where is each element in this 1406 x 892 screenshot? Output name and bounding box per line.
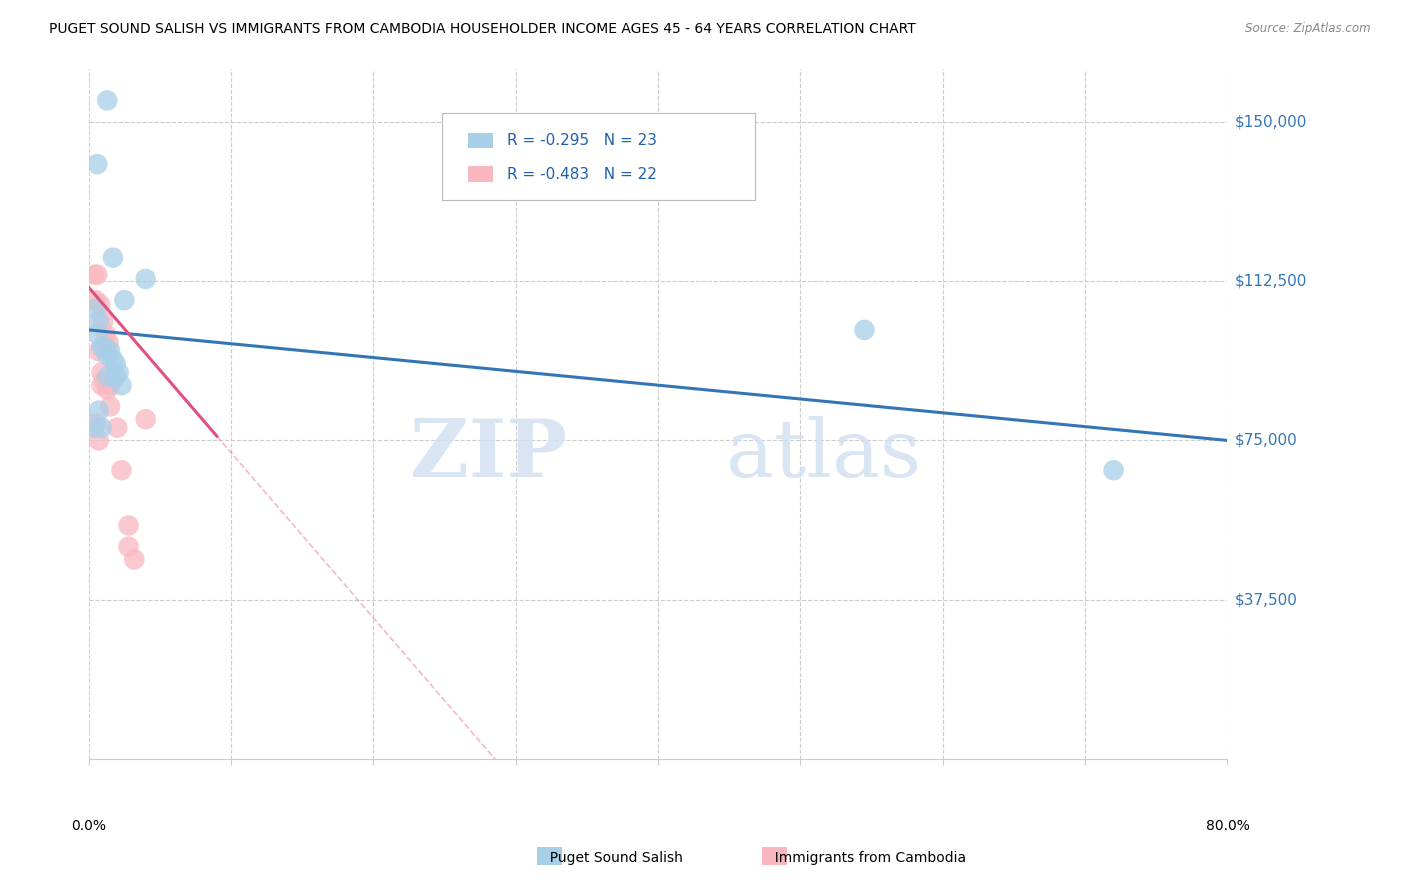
Text: R = -0.295   N = 23: R = -0.295 N = 23 xyxy=(506,133,657,148)
Text: $37,500: $37,500 xyxy=(1234,592,1298,607)
Point xyxy=(93,374,115,388)
Point xyxy=(84,417,107,431)
Text: Puget Sound Salish: Puget Sound Salish xyxy=(541,851,683,865)
Point xyxy=(101,251,124,265)
Point xyxy=(107,366,129,380)
Text: $150,000: $150,000 xyxy=(1234,114,1308,129)
Point xyxy=(110,378,132,392)
Text: atlas: atlas xyxy=(727,417,921,494)
Point xyxy=(86,268,108,282)
Point xyxy=(98,344,121,359)
Point xyxy=(1102,463,1125,477)
Point xyxy=(96,383,118,397)
Point xyxy=(104,357,127,371)
Text: Source: ZipAtlas.com: Source: ZipAtlas.com xyxy=(1246,22,1371,36)
Point xyxy=(87,344,110,359)
Point xyxy=(117,540,139,554)
Point xyxy=(98,400,121,414)
Point xyxy=(135,412,157,426)
Bar xyxy=(468,133,494,148)
Point xyxy=(91,314,114,328)
Point xyxy=(104,369,127,384)
Text: Immigrants from Cambodia: Immigrants from Cambodia xyxy=(766,851,966,865)
Text: 80.0%: 80.0% xyxy=(1205,819,1250,833)
Point xyxy=(105,420,128,434)
Bar xyxy=(762,847,787,865)
Point xyxy=(96,369,118,384)
Point xyxy=(83,420,105,434)
Point xyxy=(89,297,111,311)
Point xyxy=(96,348,118,362)
Point xyxy=(84,293,107,308)
Point xyxy=(87,403,110,417)
Point xyxy=(853,323,876,337)
Point xyxy=(97,335,120,350)
Point xyxy=(112,293,135,308)
Point xyxy=(96,94,118,108)
Point xyxy=(87,434,110,448)
Point xyxy=(87,314,110,328)
Text: R = -0.483   N = 22: R = -0.483 N = 22 xyxy=(506,167,657,182)
Point xyxy=(98,378,121,392)
Point xyxy=(84,301,107,316)
Point xyxy=(110,463,132,477)
Point xyxy=(135,272,157,286)
Text: PUGET SOUND SALISH VS IMMIGRANTS FROM CAMBODIA HOUSEHOLDER INCOME AGES 45 - 64 Y: PUGET SOUND SALISH VS IMMIGRANTS FROM CA… xyxy=(49,22,915,37)
Point xyxy=(83,268,105,282)
Point xyxy=(124,552,146,566)
FancyBboxPatch shape xyxy=(441,113,755,200)
Point xyxy=(117,518,139,533)
Text: 0.0%: 0.0% xyxy=(72,819,107,833)
Point xyxy=(94,327,117,342)
Text: $112,500: $112,500 xyxy=(1234,274,1308,288)
Point xyxy=(86,327,108,342)
Point xyxy=(93,340,115,354)
Point xyxy=(101,352,124,367)
Text: ZIP: ZIP xyxy=(411,417,567,494)
Point xyxy=(86,157,108,171)
Point xyxy=(90,340,112,354)
Bar xyxy=(468,167,494,182)
Point xyxy=(90,420,112,434)
Point xyxy=(90,366,112,380)
Text: $75,000: $75,000 xyxy=(1234,433,1298,448)
Point xyxy=(90,378,112,392)
Bar xyxy=(537,847,562,865)
